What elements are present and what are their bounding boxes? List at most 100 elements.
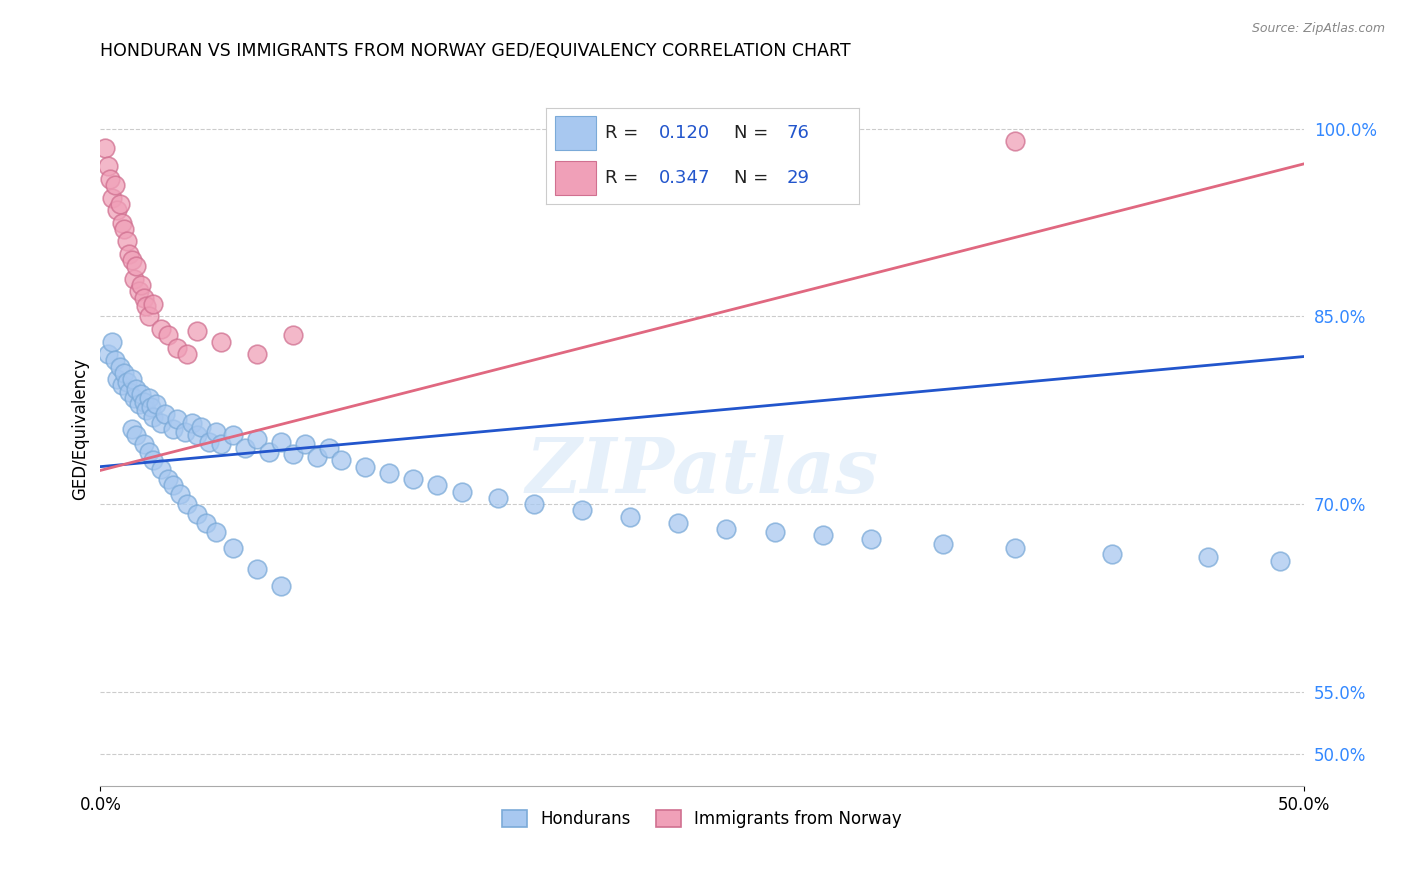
Point [108, 197, 131, 211]
Point [205, 524, 228, 539]
Point [195, 516, 218, 530]
Point [176, 347, 198, 361]
Point [138, 444, 160, 458]
Point [139, 400, 162, 414]
Point [222, 541, 245, 555]
Point [125, 428, 148, 442]
Point [176, 497, 198, 511]
Point [209, 334, 232, 349]
Point [135, 403, 157, 417]
Point [101, 190, 124, 204]
Point [108, 359, 131, 374]
Point [145, 397, 167, 411]
Point [1004, 541, 1026, 555]
Point [209, 437, 232, 451]
Text: ZIPatlas: ZIPatlas [526, 435, 879, 509]
Point [166, 412, 188, 426]
Point [1197, 549, 1219, 564]
Point [354, 459, 377, 474]
Point [619, 509, 641, 524]
Point [138, 391, 160, 405]
Point [1268, 553, 1291, 567]
Point [135, 300, 157, 314]
Point [142, 297, 165, 311]
Point [142, 409, 165, 424]
Point [125, 382, 148, 396]
Point [450, 484, 472, 499]
Y-axis label: GED/Equivalency: GED/Equivalency [72, 358, 89, 500]
Point [318, 441, 340, 455]
Point [155, 407, 177, 421]
Point [132, 437, 155, 451]
Point [270, 578, 292, 592]
Point [330, 453, 353, 467]
Point [104, 178, 127, 192]
Point [129, 387, 152, 401]
Point [105, 372, 128, 386]
Point [132, 291, 155, 305]
Point [666, 516, 689, 530]
Point [112, 366, 135, 380]
Point [486, 491, 509, 505]
Point [233, 441, 256, 455]
Point [129, 278, 152, 293]
Point [186, 507, 208, 521]
Point [169, 487, 191, 501]
Point [118, 247, 141, 261]
Point [156, 472, 179, 486]
Legend: Hondurans, Immigrants from Norway: Hondurans, Immigrants from Norway [496, 803, 908, 835]
Point [257, 444, 280, 458]
Point [149, 416, 172, 430]
Point [1004, 134, 1026, 148]
Point [222, 428, 245, 442]
Point [190, 419, 212, 434]
Point [281, 447, 304, 461]
Point [97, 347, 120, 361]
Point [121, 253, 143, 268]
Point [122, 272, 145, 286]
Point [98, 171, 121, 186]
Point [125, 260, 148, 274]
Text: Source: ZipAtlas.com: Source: ZipAtlas.com [1251, 22, 1385, 36]
Point [378, 466, 401, 480]
Point [402, 472, 425, 486]
Point [811, 528, 834, 542]
Point [173, 425, 195, 439]
Point [112, 222, 135, 236]
Point [426, 478, 449, 492]
Point [132, 394, 155, 409]
Point [128, 397, 150, 411]
Point [1101, 547, 1123, 561]
Point [246, 562, 269, 576]
Point [305, 450, 328, 464]
Point [101, 334, 124, 349]
Point [162, 422, 184, 436]
Point [122, 391, 145, 405]
Point [128, 285, 150, 299]
Point [932, 537, 955, 551]
Point [94, 140, 117, 154]
Point [166, 341, 188, 355]
Point [162, 478, 184, 492]
Point [186, 428, 208, 442]
Point [859, 533, 882, 547]
Point [246, 347, 269, 361]
Point [281, 328, 304, 343]
Point [121, 422, 143, 436]
Point [118, 384, 141, 399]
Point [115, 235, 138, 249]
Point [138, 310, 160, 324]
Point [104, 353, 127, 368]
Point [156, 328, 179, 343]
Point [111, 216, 134, 230]
Point [111, 378, 134, 392]
Point [142, 453, 165, 467]
Point [294, 437, 316, 451]
Point [197, 434, 219, 449]
Point [270, 434, 292, 449]
Point [246, 432, 269, 446]
Point [716, 522, 738, 536]
Text: HONDURAN VS IMMIGRANTS FROM NORWAY GED/EQUIVALENCY CORRELATION CHART: HONDURAN VS IMMIGRANTS FROM NORWAY GED/E… [100, 42, 851, 60]
Point [105, 203, 128, 218]
Point [186, 325, 208, 339]
